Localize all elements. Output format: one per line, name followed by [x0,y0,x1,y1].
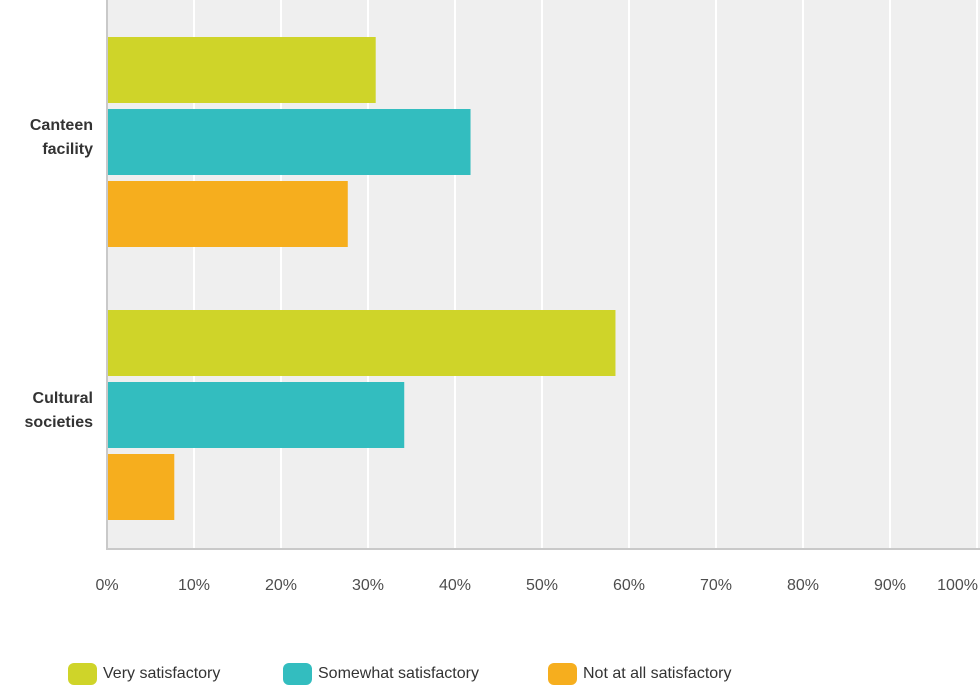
x-tick-label: 30% [352,577,384,594]
x-tick-labels: 0% 10% 20% 30% 40% 50% 60% 70% 80% 90% 100% [95,577,978,594]
x-tick-label: 80% [787,577,819,594]
bar [108,37,376,103]
bar [108,310,616,376]
category-label: Canteen facility [30,117,93,158]
legend-label: Very satisfactory [103,665,221,682]
bars [108,37,616,520]
bar [108,109,471,175]
legend-item: Very satisfactory [68,663,220,685]
bar [108,382,405,448]
x-tick-label: 0% [95,577,118,594]
category-label: Cultural societies [25,390,94,431]
x-tick-label: 60% [613,577,645,594]
category-labels: Canteen facility Cultural societies [25,117,94,431]
legend: Very satisfactory Somewhat satisfactory No… [68,663,968,687]
legend-item: Not at all satisfactory [548,663,732,685]
x-tick-label: 90% [874,577,906,594]
x-tick-label: 50% [526,577,558,594]
bar [108,181,348,247]
legend-swatch [283,663,312,685]
legend-swatch [68,663,97,685]
legend-swatch [548,663,577,685]
x-tick-label: 100% [937,577,978,594]
bar [108,454,175,520]
legend-label: Somewhat satisfactory [318,665,479,682]
x-tick-label: 70% [700,577,732,594]
legend-label: Not at all satisfactory [583,665,732,682]
x-tick-label: 40% [439,577,471,594]
x-tick-label: 10% [178,577,210,594]
x-tick-label: 20% [265,577,297,594]
legend-item: Somewhat satisfactory [283,663,479,685]
